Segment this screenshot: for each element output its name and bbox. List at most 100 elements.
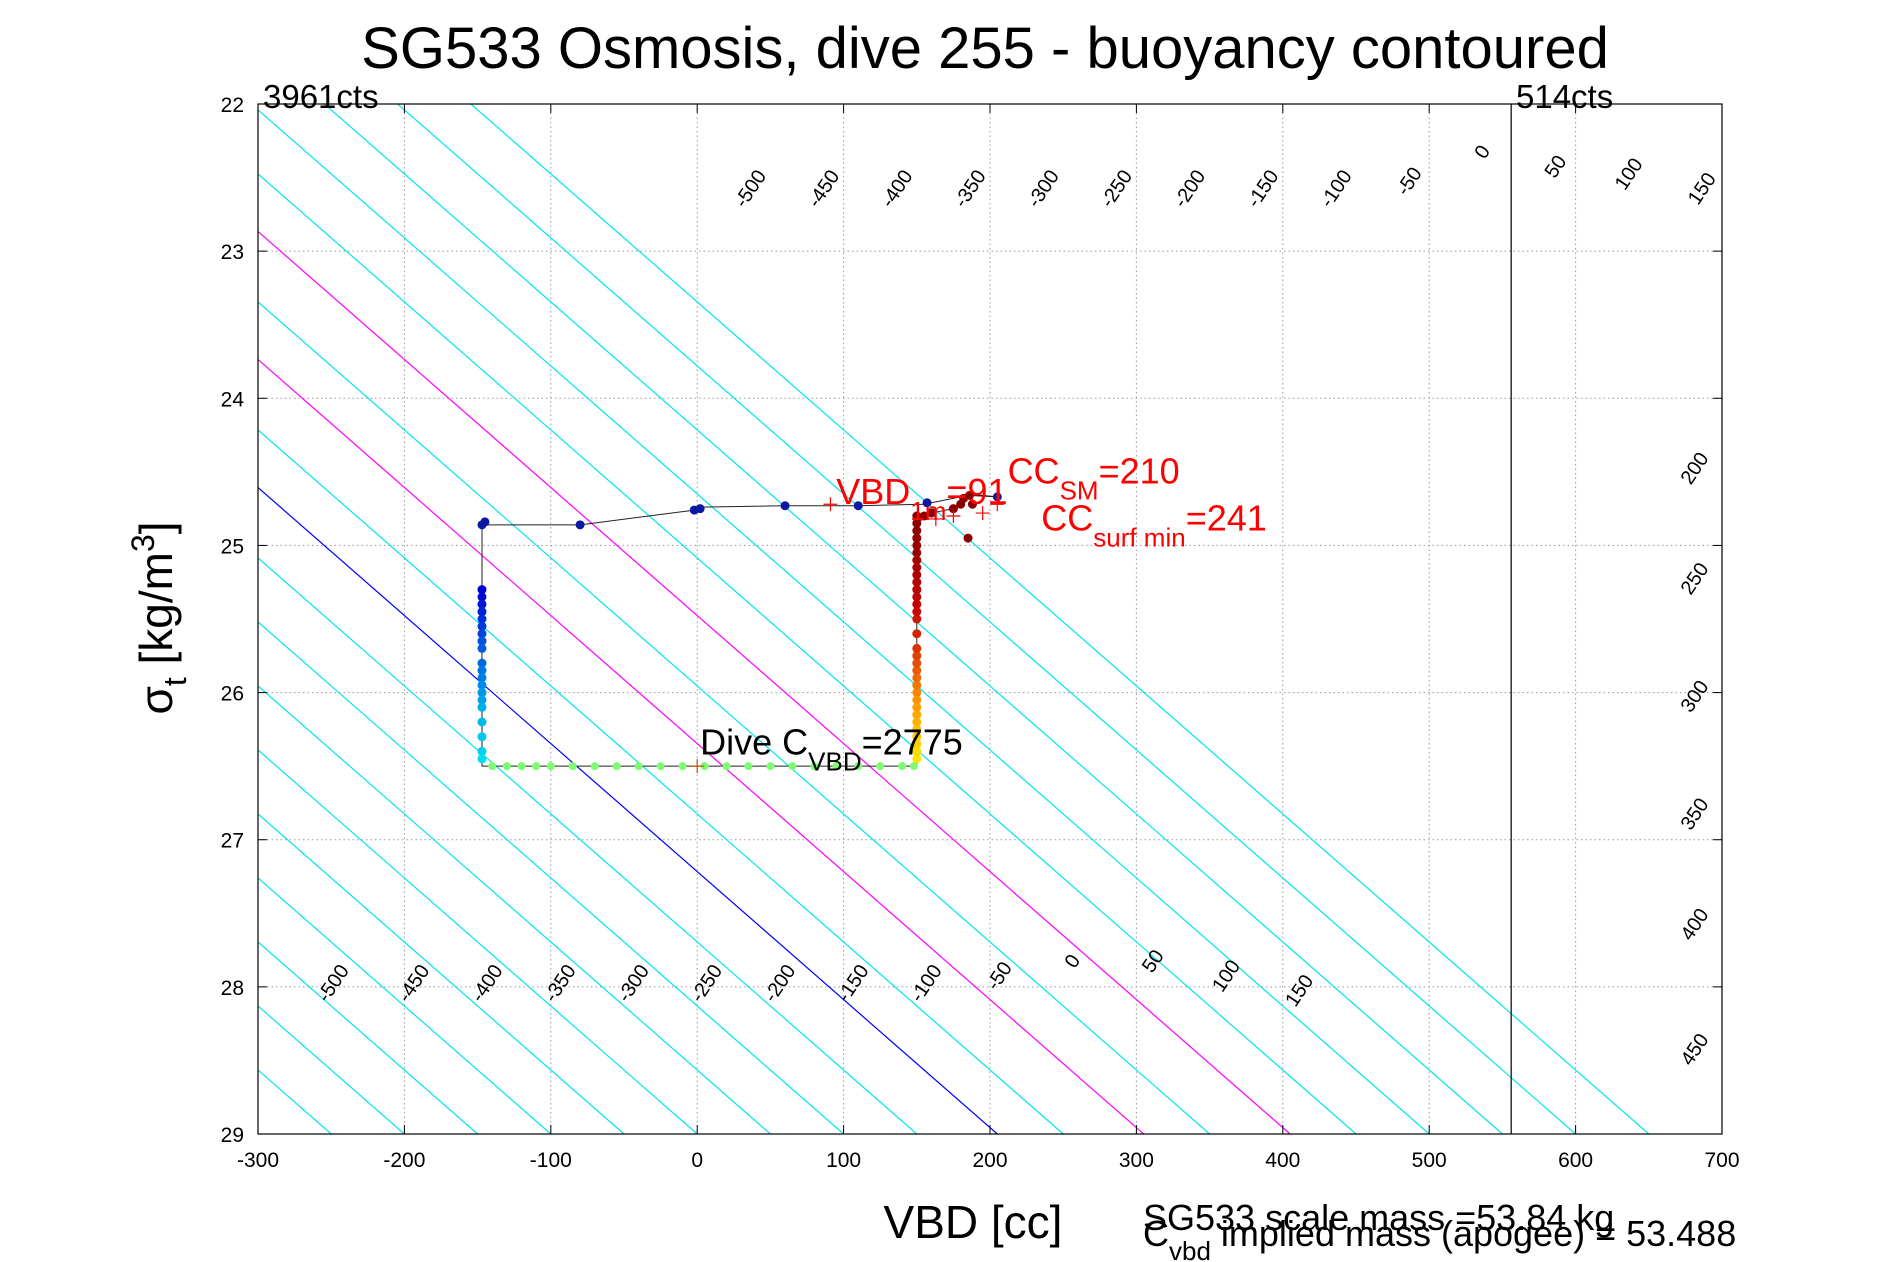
ascent-point	[912, 614, 922, 624]
contour-label: -300	[613, 961, 654, 1006]
footer-implied-mass: Cvbd implied mass (apogee) = 53.488	[1143, 1213, 1736, 1262]
descent-point	[477, 673, 487, 683]
x-tick-label: -200	[383, 1149, 425, 1172]
descent-point	[477, 643, 487, 653]
contour-line	[258, 301, 1210, 1134]
descent-point	[477, 717, 487, 727]
contour-label: -450	[394, 961, 435, 1006]
ascent-point	[912, 577, 922, 587]
y-tick-label: 26	[221, 683, 244, 706]
ascent-point	[912, 732, 922, 742]
ascent-point	[912, 511, 922, 521]
annotation-value: =2775	[862, 721, 963, 762]
contour-label: 150	[1684, 169, 1721, 209]
apogee-point	[788, 762, 797, 771]
x-axis-ticks: -300 -200 -100 0 100 200 300 400 500 600 700	[237, 104, 1740, 1172]
cts-right-label: 514cts	[1516, 78, 1613, 115]
contour-line	[470, 104, 1650, 1134]
x-tick-label: 500	[1412, 1149, 1447, 1172]
ascent-point	[912, 592, 922, 602]
contour-label: -150	[1243, 166, 1284, 211]
apogee-point	[568, 762, 577, 771]
contour-line	[258, 557, 918, 1134]
contour-label: 0	[1061, 951, 1085, 973]
apogee-point	[634, 762, 643, 771]
contour-label: 100	[1611, 154, 1648, 194]
contour-label: 450	[1677, 1030, 1714, 1070]
footer-implied-rest: implied mass (apogee) = 53.488	[1211, 1213, 1736, 1254]
contour-label: 150	[1281, 971, 1318, 1011]
descent-point	[477, 592, 487, 602]
x-tick-label: 100	[826, 1149, 861, 1172]
x-tick-label: -100	[530, 1149, 572, 1172]
contour-label: 200	[1677, 449, 1714, 489]
contour-line	[258, 230, 1291, 1134]
contour-label: -50	[1392, 163, 1426, 199]
annotation-sub: surf min	[1093, 523, 1185, 553]
descent-point	[477, 585, 487, 595]
svg-text:σt [kg/m3]: σt [kg/m3]	[125, 521, 193, 714]
descent-point	[477, 614, 487, 624]
contour-label: -400	[877, 166, 918, 211]
surface-point	[948, 504, 958, 514]
ascent-point	[912, 739, 922, 749]
ascent-point	[912, 518, 922, 528]
contour-line	[258, 358, 1145, 1134]
apogee-point	[700, 762, 709, 771]
plus-marker	[690, 759, 705, 774]
apogee-point	[656, 762, 665, 771]
data-points	[477, 490, 1005, 774]
descent-point	[477, 754, 487, 764]
ascent-point	[912, 607, 922, 617]
plus-marker	[823, 497, 838, 512]
annotation-label: CCSM=210	[1008, 451, 1180, 506]
ascent-point	[912, 695, 922, 705]
apogee-point	[898, 762, 907, 771]
contour-label: -250	[687, 961, 728, 1006]
contour-label: 350	[1677, 794, 1714, 834]
contour-line	[258, 749, 698, 1134]
surface-blue-point	[992, 492, 1002, 502]
descent-point	[477, 688, 487, 698]
apogee-point	[517, 762, 526, 771]
ascent-point	[912, 680, 922, 690]
annotation-sub: VBD	[808, 746, 861, 776]
apogee-point	[722, 762, 731, 771]
y-tick-label: 27	[221, 830, 244, 853]
surface-blue-point	[922, 498, 932, 508]
descent-point	[477, 621, 487, 631]
buoyancy-contours	[258, 104, 1650, 1134]
surface-point	[965, 490, 975, 500]
contour-line	[258, 173, 1357, 1134]
apogee-point	[832, 762, 841, 771]
ascent-point	[912, 651, 922, 661]
ascent-point	[912, 533, 922, 543]
contour-label: -350	[950, 166, 991, 211]
apogee-point	[678, 762, 687, 771]
contour-label: -500	[313, 961, 354, 1006]
x-tick-label: -300	[237, 1149, 279, 1172]
annotation-sub: SM	[1060, 476, 1099, 506]
chart-title: SG533 Osmosis, dive 255 - buoyancy conto…	[361, 16, 1609, 81]
contour-label: -50	[982, 958, 1016, 994]
y-axis-label-rest: [kg/m	[130, 552, 182, 677]
apogee-point	[876, 762, 885, 771]
descent-point	[477, 732, 487, 742]
apogee-point	[590, 762, 599, 771]
contour-label: 300	[1677, 677, 1714, 717]
annotation-main: VBD	[836, 471, 910, 512]
y-tick-label: 29	[221, 1124, 244, 1147]
ascent-point	[912, 563, 922, 572]
y-tick-label: 24	[221, 388, 245, 411]
surface-point	[963, 533, 973, 543]
contour-label: -200	[1170, 166, 1211, 211]
ascent-point	[912, 526, 922, 536]
y-axis-label: σt [kg/m3]	[125, 521, 193, 714]
ascent-point	[912, 673, 922, 683]
cts-left-label: 3961cts	[263, 78, 379, 115]
contour-label: 100	[1208, 956, 1245, 996]
ascent-point	[912, 666, 922, 675]
contour-label: 50	[1138, 946, 1169, 977]
footer-implied-sub: vbd	[1169, 1236, 1211, 1262]
